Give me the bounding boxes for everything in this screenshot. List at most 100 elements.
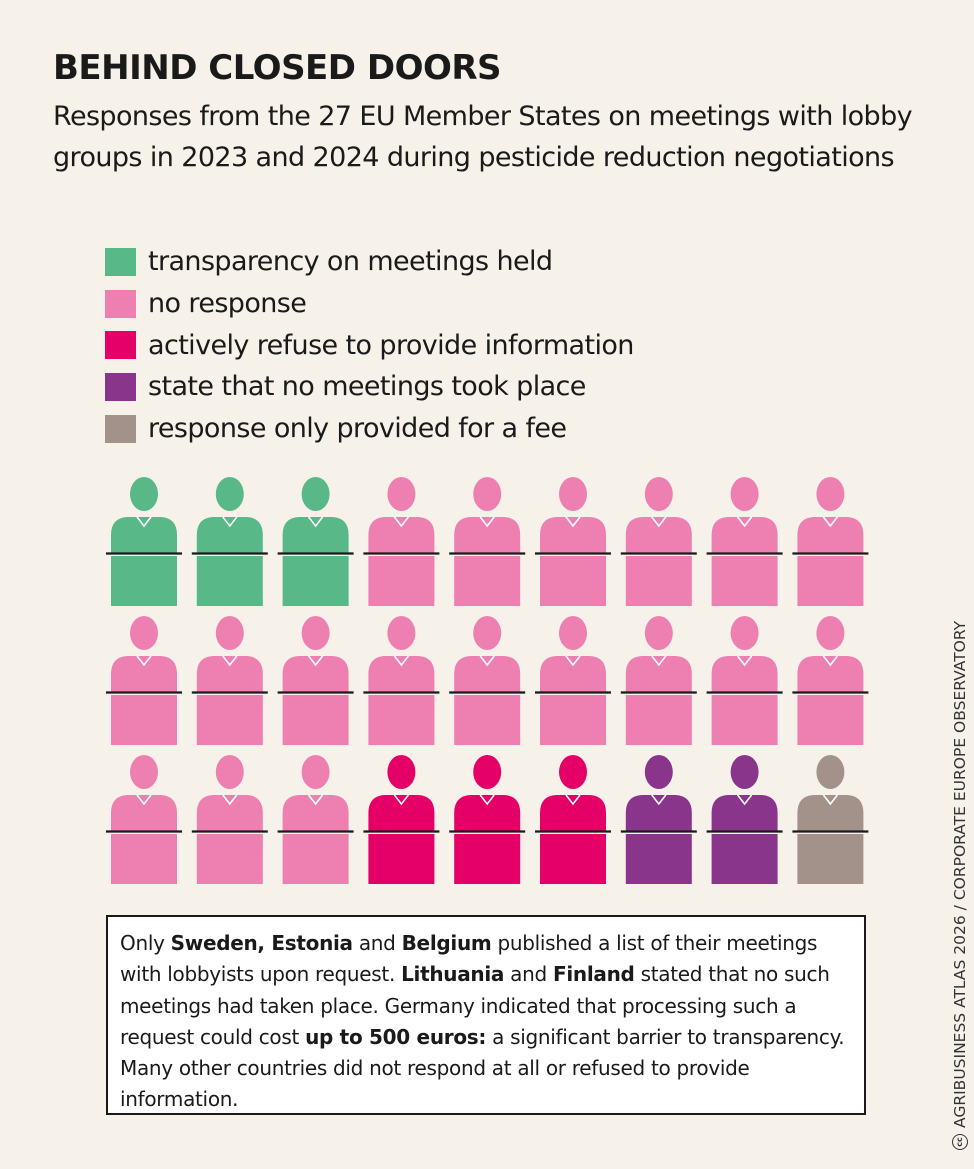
desk (454, 834, 521, 884)
person-icon-no-response (106, 755, 182, 884)
person-head (215, 755, 244, 789)
note-bold-countries-1: Sweden, Estonia (170, 931, 353, 955)
desk (282, 556, 349, 606)
person-icon-no-response (620, 616, 697, 745)
person-collar (651, 516, 667, 528)
person-head (473, 755, 502, 789)
desk (797, 695, 864, 745)
person-body (368, 795, 435, 832)
desk (454, 695, 521, 745)
desk (625, 834, 692, 884)
legend-swatch-no-response (105, 289, 136, 318)
person-head (559, 616, 587, 650)
person-icon-no-response (277, 755, 354, 884)
chart-title: BEHIND CLOSED DOORS (53, 48, 502, 88)
person-icon-transparency (277, 477, 354, 606)
person-collar (393, 655, 410, 667)
person-icon-no-response (535, 477, 611, 606)
desk (625, 695, 692, 745)
desk (282, 695, 349, 745)
person-body (625, 795, 692, 832)
person-collar (479, 516, 495, 528)
person-head (301, 616, 330, 650)
person-collar (822, 794, 839, 806)
person-head (816, 477, 845, 511)
person-head (301, 755, 330, 789)
legend-swatch-no-meetings (105, 372, 136, 401)
person-body (111, 795, 177, 832)
person-collar (565, 516, 581, 528)
legend-item-no-response: no response (105, 283, 634, 325)
person-head (387, 755, 416, 789)
legend-swatch-refuse (105, 331, 136, 360)
person-body (625, 517, 692, 554)
person-collar (479, 655, 495, 667)
subtitle-line-2: groups in 2023 and 2024 during pesticide… (53, 142, 895, 173)
desk (797, 834, 864, 884)
note-text-2: and (352, 931, 402, 955)
person-icon-no-response (792, 477, 869, 606)
desk (196, 556, 263, 606)
person-body (711, 795, 778, 832)
chart-subtitle: Responses from the 27 EU Member States o… (53, 96, 933, 178)
person-head (816, 616, 845, 650)
person-collar (736, 794, 753, 806)
person-icon-no-response (363, 477, 440, 606)
person-body (540, 517, 606, 554)
legend-label-no-meetings: state that no meetings took place (148, 371, 586, 403)
person-collar (393, 516, 410, 528)
person-head (301, 477, 330, 511)
person-collar (565, 794, 581, 806)
person-head (473, 616, 502, 650)
person-icon-refuse (363, 755, 440, 884)
person-collar (565, 655, 581, 667)
credit-text: AGRIBUSINESS ATLAS 2026 / CORPORATE EURO… (951, 620, 969, 1128)
person-head (816, 755, 845, 789)
person-collar (651, 794, 667, 806)
creative-commons-icon: cc (952, 1134, 968, 1150)
person-icon-no-response (620, 477, 697, 606)
person-body (196, 656, 263, 693)
legend: transparency on meetings held no respons… (105, 241, 634, 449)
note-box: Only Sweden, Estonia and Belgium publish… (106, 915, 866, 1115)
person-head (644, 477, 673, 511)
person-body (282, 795, 349, 832)
person-body (111, 656, 177, 693)
pictogram-grid (106, 477, 869, 884)
note-text-6: a significant barrier to transparency. M… (120, 1024, 845, 1112)
desk (111, 556, 177, 606)
desk (368, 834, 435, 884)
person-icon-no-response (191, 755, 268, 884)
person-body (540, 795, 606, 832)
person-head (130, 616, 158, 650)
person-body (196, 795, 263, 832)
person-head (644, 616, 673, 650)
note-bold-lithuania: Lithuania (401, 962, 505, 987)
desk (711, 695, 778, 745)
person-collar (651, 655, 667, 667)
person-head (730, 477, 759, 511)
person-body (797, 795, 864, 832)
note-text-1: Only (120, 931, 171, 955)
note-bold-fee: up to 500 euros: (305, 1024, 487, 1049)
desk (540, 695, 606, 745)
person-head (387, 477, 416, 511)
legend-item-transparency: transparency on meetings held (105, 241, 634, 283)
person-collar (222, 655, 238, 667)
person-collar (479, 794, 495, 806)
person-body (282, 656, 349, 693)
legend-item-fee: response only provided for a fee (105, 408, 634, 450)
person-head (730, 616, 759, 650)
person-icon-no-response (706, 477, 783, 606)
desk (540, 834, 606, 884)
person-icon-no-response (449, 477, 526, 606)
person-collar (307, 794, 324, 806)
person-icon-no-response (191, 616, 268, 745)
person-body (454, 656, 521, 693)
person-icon-no-response (277, 616, 354, 745)
subtitle-line-1: Responses from the 27 EU Member States o… (53, 101, 913, 132)
person-collar (822, 516, 839, 528)
legend-label-fee: response only provided for a fee (148, 413, 567, 445)
person-icon-no-response (106, 616, 182, 745)
desk (111, 834, 177, 884)
